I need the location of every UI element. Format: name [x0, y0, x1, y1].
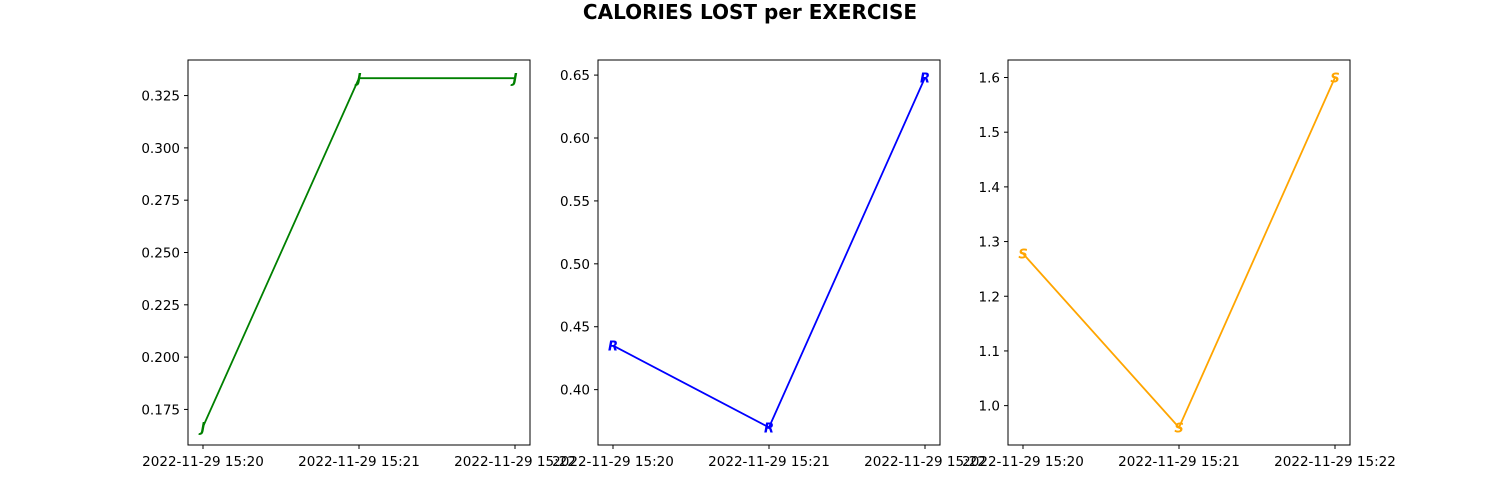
y-tick-label: 1.3	[979, 235, 1000, 251]
subplot-2: R R R 0.40 0.45 0.50 0.55 0.60 0.65 2022-11-29 15…	[552, 59, 986, 470]
y-tick-label: 0.225	[141, 298, 180, 314]
x-tick-label: 2022-11-29 15:20	[552, 454, 674, 470]
series-line	[1022, 77, 1336, 430]
x-tick-label: 2022-11-29 15:22	[864, 454, 986, 470]
y-tick-label: 0.300	[141, 141, 180, 157]
y-tick-label: 0.250	[141, 246, 180, 262]
data-point-marker: J	[510, 72, 518, 87]
series-line	[612, 77, 926, 429]
y-tick-label: 0.55	[560, 194, 590, 210]
chart-title: CALORIES LOST per EXERCISE	[582, 0, 918, 24]
y-tick-label: 1.4	[979, 180, 1000, 196]
axes-frame	[187, 59, 531, 446]
y-tick-label: 1.5	[979, 125, 1000, 141]
x-tick-label: 2022-11-29 15:21	[298, 454, 420, 470]
axes-frame	[1007, 59, 1351, 446]
y-tick-label: 0.325	[141, 89, 180, 105]
series-line	[202, 77, 515, 428]
x-tick-label: 2022-11-29 15:21	[1118, 454, 1240, 470]
x-tick-label: 2022-11-29 15:21	[708, 454, 830, 470]
subplot-1: J J J 0.175 0.200 0.225 0.250 0.275 0.300 0.325 20…	[141, 59, 576, 470]
y-tick-label: 1.1	[979, 344, 1000, 360]
y-tick-label: 0.60	[560, 131, 590, 147]
data-point-marker: S	[1330, 72, 1339, 87]
x-tick-label: 2022-11-29 15:22	[1274, 454, 1396, 470]
data-point-marker: S	[1174, 422, 1183, 437]
y-tick-label: 0.40	[560, 383, 590, 399]
x-tick-label: 2022-11-29 15:20	[962, 454, 1084, 470]
y-tick-label: 1.0	[979, 399, 1000, 415]
y-tick-label: 1.6	[979, 71, 1000, 87]
x-tick-label: 2022-11-29 15:20	[142, 454, 264, 470]
data-point-marker: R	[608, 340, 618, 355]
data-point-marker: R	[920, 72, 930, 87]
y-tick-label: 0.275	[141, 193, 180, 209]
y-tick-label: 0.45	[560, 320, 590, 336]
y-tick-label: 0.65	[560, 68, 590, 84]
y-tick-label: 0.200	[141, 350, 180, 366]
data-point-marker: J	[354, 72, 362, 87]
y-tick-label: 1.2	[979, 289, 1000, 305]
axes-frame	[597, 59, 941, 446]
data-point-marker: S	[1018, 248, 1027, 263]
y-tick-label: 0.50	[560, 257, 590, 273]
x-tick-label: 2022-11-29 15:22	[454, 454, 576, 470]
data-point-marker: J	[198, 421, 206, 436]
subplot-3: S S S 1.0 1.1 1.2 1.3 1.4 1.5 1.6 2022-11-29 15:20…	[962, 59, 1396, 470]
y-tick-label: 0.175	[141, 402, 180, 418]
data-point-marker: R	[764, 421, 774, 436]
